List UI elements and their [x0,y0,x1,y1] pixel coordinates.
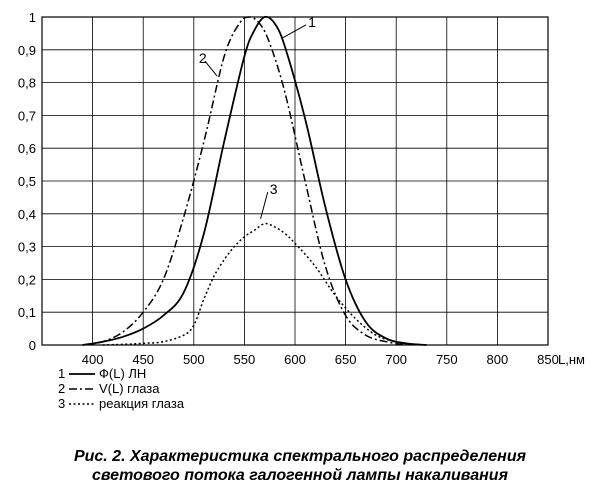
legend-number: 3 [58,396,65,411]
x-tick-label: 850 [537,352,559,367]
y-tick-label: 0,8 [18,76,36,91]
legend-number: 2 [58,381,65,396]
y-tick-label: 0 [29,338,36,353]
curve-1-label: 1 [308,14,316,30]
curve-2-label: 2 [199,50,207,66]
figure-caption: Рис. 2. Характеристика спектрального рас… [0,447,600,485]
spectral-chart: 0 0,1 0,2 0,3 0,4 0,5 0,6 0,7 0,8 0,9 1 400 450 500 5… [18,10,585,411]
x-axis-ticks: 400 450 500 550 600 650 700 750 800 850 [82,352,559,367]
x-axis-unit-label: L,нм [558,352,585,367]
curve-3-leader [260,191,269,219]
y-tick-label: 0,4 [18,207,36,222]
caption-line-1: Рис. 2. Характеристика спектрального рас… [73,448,527,465]
chart-legend: 1 Ф(L) ЛН 2 V(L) глаза 3 реакция глаза [58,366,185,411]
plot-frame [41,16,549,346]
caption-line-2: светового потока галогенной лампы накали… [92,467,508,484]
legend-label: V(L) глаза [99,381,160,396]
legend-label: реакция глаза [99,396,185,411]
chart-series [82,15,427,346]
series-3-line [102,222,417,346]
y-tick-label: 0,7 [18,108,36,123]
x-tick-label: 450 [132,352,154,367]
y-tick-label: 0,6 [18,141,36,156]
x-tick-label: 600 [284,352,306,367]
chart-grid [42,16,549,346]
series-2-line [82,16,407,346]
curve-labels: 1 2 3 [199,14,316,219]
x-tick-label: 800 [487,352,509,367]
legend-label: Ф(L) ЛН [99,366,146,381]
x-tick-label: 400 [82,352,104,367]
y-tick-label: 0,9 [18,43,36,58]
curve-3-label: 3 [270,181,278,197]
y-tick-label: 0,5 [18,174,36,189]
y-tick-label: 0,2 [18,272,36,287]
x-tick-label: 700 [385,352,407,367]
curve-1-leader [281,24,307,39]
series-1-line [82,15,427,346]
curve-2-leader [204,60,218,77]
y-tick-label: 0,1 [18,305,36,320]
y-tick-label: 0,3 [18,240,36,255]
x-tick-label: 750 [436,352,458,367]
x-tick-label: 650 [335,352,357,367]
y-tick-label: 1 [29,10,36,25]
legend-number: 1 [58,366,65,381]
x-tick-label: 500 [183,352,205,367]
x-tick-label: 550 [234,352,256,367]
y-axis-ticks: 0 0,1 0,2 0,3 0,4 0,5 0,6 0,7 0,8 0,9 1 [18,10,36,353]
